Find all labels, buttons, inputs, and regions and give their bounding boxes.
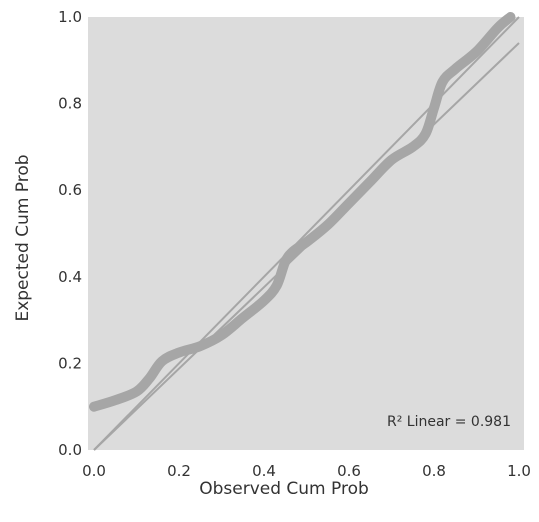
y-tick-label: 0.4 (58, 268, 82, 286)
x-tick-label: 0.8 (422, 462, 446, 480)
y-axis-title: Expected Cum Prob (13, 154, 33, 321)
x-tick-label: 0.6 (337, 462, 361, 480)
x-tick-label: 0.2 (167, 462, 191, 480)
r-squared-annotation: R² Linear = 0.981 (387, 414, 511, 430)
observed-vs-expected-curve (89, 12, 516, 412)
y-tick-label: 0.2 (58, 354, 82, 372)
y-tick-label: 1.0 (58, 8, 82, 26)
series-layer (89, 12, 520, 451)
x-axis-title: Observed Cum Prob (199, 479, 369, 499)
y-tick-label: 0.0 (58, 441, 82, 459)
x-tick-label: 0.0 (82, 462, 106, 480)
y-tick-label: 0.6 (58, 181, 82, 199)
reference-line (93, 16, 520, 451)
x-tick-label: 0.4 (252, 462, 276, 480)
x-tick-label: 1.0 (507, 462, 531, 480)
y-axis-ticks: 0.0 0.2 0.4 0.6 0.8 1.0 (58, 8, 82, 459)
y-tick-label: 0.8 (58, 95, 82, 113)
x-axis-ticks: 0.0 0.2 0.4 0.6 0.8 1.0 (82, 462, 531, 480)
